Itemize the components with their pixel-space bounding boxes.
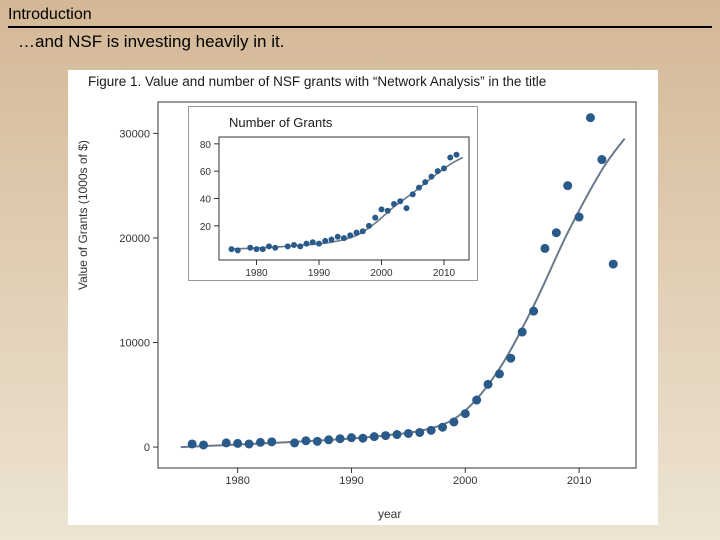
main-xlabel: year bbox=[378, 507, 401, 521]
svg-text:2010: 2010 bbox=[433, 268, 456, 279]
svg-text:40: 40 bbox=[200, 195, 212, 206]
inset-chart-svg: 1980 1990 2000 2010 20 40 60 80 bbox=[189, 107, 479, 282]
svg-text:1990: 1990 bbox=[339, 475, 363, 487]
svg-text:1990: 1990 bbox=[308, 268, 331, 279]
figure-title: Figure 1. Value and number of NSF grants… bbox=[88, 74, 546, 89]
inset-chart: Number of Grants 1980 1990 2000 2010 20 40 60 8… bbox=[188, 106, 478, 281]
svg-text:1980: 1980 bbox=[225, 475, 249, 487]
svg-text:10000: 10000 bbox=[119, 338, 150, 350]
svg-text:20: 20 bbox=[200, 222, 212, 233]
svg-text:80: 80 bbox=[200, 140, 212, 151]
svg-text:0: 0 bbox=[144, 442, 150, 454]
svg-text:2000: 2000 bbox=[370, 268, 393, 279]
figure-container: Figure 1. Value and number of NSF grants… bbox=[68, 70, 658, 525]
main-ylabel: Value of Grants (1000s of $) bbox=[76, 140, 90, 290]
svg-text:20000: 20000 bbox=[119, 233, 150, 245]
slide-subtitle: …and NSF is investing heavily in it. bbox=[18, 32, 284, 52]
svg-text:30000: 30000 bbox=[119, 128, 150, 140]
svg-text:60: 60 bbox=[200, 167, 212, 178]
section-header: Introduction bbox=[8, 6, 712, 28]
svg-text:1980: 1980 bbox=[245, 268, 268, 279]
svg-text:2000: 2000 bbox=[453, 475, 477, 487]
inset-title: Number of Grants bbox=[229, 115, 332, 130]
svg-text:2010: 2010 bbox=[567, 475, 591, 487]
